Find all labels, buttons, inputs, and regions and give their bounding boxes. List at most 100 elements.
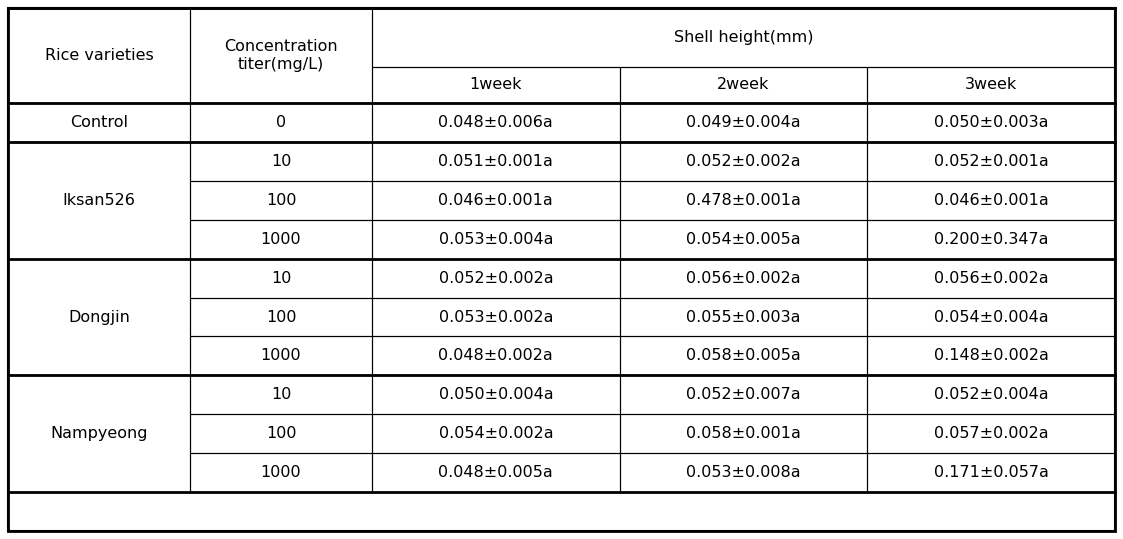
Bar [190,103,372,142]
Bar [867,298,1115,336]
Bar [8,103,190,142]
Bar [8,375,190,492]
Bar [867,220,1115,259]
Text: 0.046±0.001a: 0.046±0.001a [438,193,554,208]
Text: 0.053±0.008a: 0.053±0.008a [686,465,801,480]
Text: 0.050±0.004a: 0.050±0.004a [439,388,554,402]
Text: 1week: 1week [469,78,522,92]
Text: Shell height(mm): Shell height(mm) [674,30,813,45]
Text: 0.148±0.002a: 0.148±0.002a [933,348,1049,363]
Bar [190,181,372,220]
Bar [620,259,867,298]
Text: 0.056±0.002a: 0.056±0.002a [686,271,801,286]
Bar [867,259,1115,298]
Text: 0: 0 [276,115,286,130]
Text: 0.171±0.057a: 0.171±0.057a [933,465,1049,480]
Text: Control: Control [70,115,128,130]
Text: 3week: 3week [965,78,1017,92]
Bar [620,67,867,103]
Bar [190,259,372,298]
Text: 1000: 1000 [261,348,301,363]
Text: 0.056±0.002a: 0.056±0.002a [934,271,1049,286]
Bar [190,298,372,336]
Bar [620,298,867,336]
Bar [372,8,1115,67]
Bar [8,8,190,103]
Bar [372,336,620,375]
Text: Iksan526: Iksan526 [63,193,136,208]
Bar [372,103,620,142]
Text: 0.478±0.001a: 0.478±0.001a [686,193,801,208]
Bar [620,181,867,220]
Bar [8,142,190,259]
Bar [372,142,620,181]
Text: 0.055±0.003a: 0.055±0.003a [686,309,801,324]
Text: 0.053±0.004a: 0.053±0.004a [439,232,554,247]
Bar [190,453,372,492]
Text: 10: 10 [271,388,291,402]
Text: 0.048±0.002a: 0.048±0.002a [438,348,554,363]
Text: 0.052±0.002a: 0.052±0.002a [439,271,554,286]
Bar [867,142,1115,181]
Bar [372,67,620,103]
Text: 100: 100 [266,193,296,208]
Bar [372,259,620,298]
Bar [867,181,1115,220]
Bar [190,336,372,375]
Bar [620,375,867,414]
Text: 0.054±0.004a: 0.054±0.004a [934,309,1049,324]
Text: 0.049±0.004a: 0.049±0.004a [686,115,801,130]
Bar [867,67,1115,103]
Bar [8,259,190,375]
Text: 0.052±0.002a: 0.052±0.002a [686,154,801,169]
Bar [190,8,372,103]
Bar [620,142,867,181]
Text: 0.058±0.001a: 0.058±0.001a [686,426,801,441]
Text: 10: 10 [271,271,291,286]
Bar [620,103,867,142]
Text: 10: 10 [271,154,291,169]
Bar [620,220,867,259]
Bar [867,103,1115,142]
Text: 0.052±0.004a: 0.052±0.004a [934,388,1049,402]
Text: 0.050±0.003a: 0.050±0.003a [934,115,1049,130]
Text: 0.046±0.001a: 0.046±0.001a [934,193,1049,208]
Bar [372,181,620,220]
Text: Nampyeong: Nampyeong [51,426,148,441]
Text: Rice varieties: Rice varieties [45,48,154,63]
Bar [867,336,1115,375]
Text: 100: 100 [266,426,296,441]
Text: 100: 100 [266,309,296,324]
Text: 0.058±0.005a: 0.058±0.005a [686,348,801,363]
Text: 1000: 1000 [261,465,301,480]
Bar [372,453,620,492]
Text: 0.057±0.002a: 0.057±0.002a [934,426,1049,441]
Text: Concentration
titer(mg/L): Concentration titer(mg/L) [225,39,338,72]
Bar [867,453,1115,492]
Bar [190,142,372,181]
Text: 0.052±0.001a: 0.052±0.001a [934,154,1049,169]
Bar [620,414,867,453]
Text: 0.054±0.005a: 0.054±0.005a [686,232,801,247]
Text: 0.048±0.006a: 0.048±0.006a [438,115,554,130]
Bar [372,414,620,453]
Bar [620,336,867,375]
Text: 0.054±0.002a: 0.054±0.002a [439,426,554,441]
Bar [190,414,372,453]
Text: 0.048±0.005a: 0.048±0.005a [438,465,554,480]
Bar [190,375,372,414]
Bar [372,375,620,414]
Text: 0.052±0.007a: 0.052±0.007a [686,388,801,402]
Text: 0.200±0.347a: 0.200±0.347a [934,232,1049,247]
Text: 0.053±0.002a: 0.053±0.002a [439,309,554,324]
Bar [867,375,1115,414]
Text: Dongjin: Dongjin [69,309,130,324]
Text: 0.051±0.001a: 0.051±0.001a [438,154,554,169]
Text: 1000: 1000 [261,232,301,247]
Bar [620,453,867,492]
Bar [372,220,620,259]
Bar [867,414,1115,453]
Bar [190,220,372,259]
Text: 2week: 2week [718,78,769,92]
Bar [372,298,620,336]
